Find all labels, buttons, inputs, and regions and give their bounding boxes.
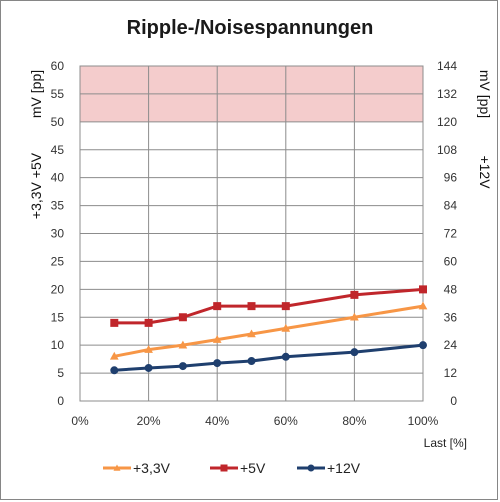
data-point-12v bbox=[281, 352, 290, 361]
left-tick-label: 25 bbox=[51, 254, 65, 268]
data-point-12v bbox=[110, 366, 119, 375]
data-point-5v bbox=[247, 302, 256, 311]
right-tick-label: 36 bbox=[444, 310, 458, 324]
right-axis-title-unit: mV [pp] bbox=[477, 70, 493, 118]
legend-item-12v: +12V bbox=[297, 460, 361, 476]
right-tick-label: 24 bbox=[444, 338, 458, 352]
data-point-5v bbox=[419, 285, 427, 294]
gridlines bbox=[79, 65, 424, 402]
x-axis-ticks: 0% 20% 40% 60% 80% 100% bbox=[71, 414, 438, 428]
series-layer bbox=[109, 285, 428, 375]
left-axis-title-rails: +3,3V +5V bbox=[28, 152, 44, 219]
left-tick-label: 10 bbox=[51, 338, 65, 352]
right-tick-label: 108 bbox=[437, 143, 457, 157]
series-line-5v bbox=[114, 287, 424, 325]
legend-item-5v: +5V bbox=[210, 460, 266, 476]
right-axis-title-rail: +12V bbox=[477, 155, 493, 189]
left-tick-label: 60 bbox=[51, 59, 65, 73]
chart-title: Ripple-/Noisespannungen bbox=[127, 17, 374, 39]
series-line-12v bbox=[114, 343, 424, 372]
data-point-5v bbox=[281, 302, 290, 311]
data-point-5v bbox=[110, 318, 119, 327]
data-point-3v3 bbox=[144, 345, 153, 353]
left-tick-label: 0 bbox=[57, 394, 64, 408]
x-tick-label: 20% bbox=[137, 414, 161, 428]
right-tick-label: 96 bbox=[444, 171, 458, 185]
legend-swatch-12v-marker bbox=[307, 464, 315, 472]
legend-label-5v: +5V bbox=[240, 460, 266, 476]
x-axis-title: Last [%] bbox=[424, 436, 467, 450]
x-tick-label: 100% bbox=[408, 414, 439, 428]
left-tick-label: 35 bbox=[51, 199, 65, 213]
plot-area-border bbox=[79, 65, 424, 402]
right-tick-label: 84 bbox=[444, 199, 458, 213]
data-point-12v bbox=[418, 341, 428, 350]
data-point-3v3 bbox=[109, 351, 119, 360]
series-line-3v3 bbox=[114, 304, 424, 358]
legend-item-3v3: +3,3V bbox=[103, 460, 171, 476]
legend-swatch-5v-marker bbox=[220, 464, 228, 472]
left-tick-label: 30 bbox=[51, 227, 65, 241]
x-tick-label: 60% bbox=[274, 414, 298, 428]
data-point-3v3 bbox=[247, 329, 256, 338]
right-tick-label: 60 bbox=[444, 254, 458, 268]
legend: +3,3V +5V +12V bbox=[103, 460, 361, 476]
data-point-5v bbox=[178, 313, 187, 322]
data-point-12v bbox=[247, 356, 256, 365]
right-axis-ticks: 0 12 24 36 48 60 72 84 96 108 120 132 144 bbox=[437, 59, 457, 408]
right-tick-label: 0 bbox=[450, 394, 457, 408]
right-tick-label: 132 bbox=[437, 87, 457, 101]
right-tick-label: 12 bbox=[444, 366, 458, 380]
right-tick-label: 120 bbox=[437, 115, 457, 129]
left-tick-label: 45 bbox=[51, 143, 65, 157]
data-point-5v bbox=[350, 290, 359, 299]
left-tick-label: 5 bbox=[57, 366, 64, 380]
left-axis-ticks: 0 5 10 15 20 25 30 35 40 45 50 55 60 bbox=[51, 59, 65, 408]
legend-label-3v3: +3,3V bbox=[133, 460, 171, 476]
data-point-3v3 bbox=[212, 335, 222, 343]
data-point-3v3 bbox=[178, 340, 188, 349]
data-point-12v bbox=[144, 363, 153, 372]
legend-label-12v: +12V bbox=[327, 460, 361, 476]
right-tick-label: 48 bbox=[444, 282, 458, 296]
data-point-5v bbox=[213, 302, 222, 311]
x-tick-label: 40% bbox=[205, 414, 229, 428]
left-tick-label: 50 bbox=[51, 115, 65, 129]
data-point-3v3 bbox=[350, 312, 359, 321]
data-point-12v bbox=[213, 359, 222, 368]
x-tick-label: 80% bbox=[342, 414, 366, 428]
data-point-12v bbox=[178, 362, 187, 371]
legend-swatch-3v3-marker bbox=[113, 464, 121, 471]
left-axis-title-unit: mV [pp] bbox=[28, 70, 44, 118]
left-tick-label: 55 bbox=[51, 87, 65, 101]
data-point-12v bbox=[350, 348, 359, 357]
right-tick-label: 144 bbox=[437, 59, 457, 73]
left-tick-label: 40 bbox=[51, 171, 65, 185]
data-point-3v3 bbox=[418, 301, 428, 310]
x-tick-label: 0% bbox=[71, 414, 89, 428]
data-point-5v bbox=[144, 318, 153, 327]
right-tick-label: 72 bbox=[444, 227, 458, 241]
left-tick-label: 15 bbox=[51, 310, 65, 324]
left-tick-label: 20 bbox=[51, 282, 65, 296]
data-point-3v3 bbox=[281, 323, 291, 332]
